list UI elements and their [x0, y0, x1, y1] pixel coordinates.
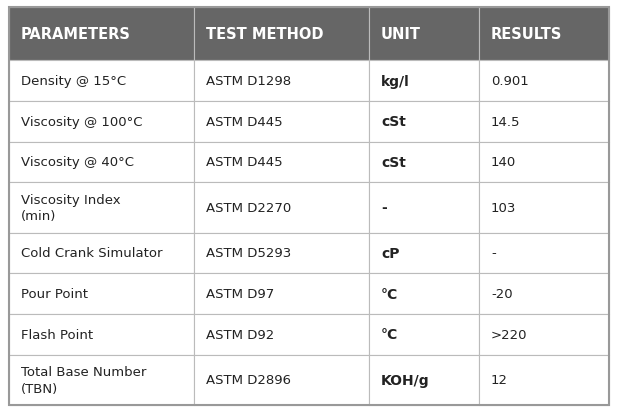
Bar: [479, 183, 609, 233]
Text: 12: 12: [491, 373, 508, 387]
Bar: [479, 233, 609, 274]
Bar: [194, 314, 369, 355]
Bar: [479, 61, 609, 102]
Bar: [194, 61, 369, 102]
Text: UNIT: UNIT: [381, 27, 421, 42]
Bar: [369, 183, 479, 233]
Bar: [9, 274, 194, 314]
Text: -: -: [491, 247, 496, 260]
Bar: [369, 274, 479, 314]
Bar: [369, 61, 479, 102]
Bar: [479, 102, 609, 142]
Text: Pour Point: Pour Point: [21, 287, 88, 300]
Text: 0.901: 0.901: [491, 75, 529, 88]
Text: kg/l: kg/l: [381, 74, 410, 88]
Text: °C: °C: [381, 287, 398, 301]
Bar: [194, 233, 369, 274]
Text: cSt: cSt: [381, 115, 406, 129]
Bar: [479, 274, 609, 314]
Text: RESULTS: RESULTS: [491, 27, 562, 42]
Text: Viscosity Index
(min): Viscosity Index (min): [21, 193, 121, 223]
Text: PARAMETERS: PARAMETERS: [21, 27, 131, 42]
Text: Flash Point: Flash Point: [21, 328, 93, 341]
Text: Total Base Number
(TBN): Total Base Number (TBN): [21, 365, 146, 394]
Bar: [369, 8, 479, 61]
Bar: [9, 8, 194, 61]
Bar: [9, 102, 194, 142]
Text: cSt: cSt: [381, 156, 406, 169]
Text: 14.5: 14.5: [491, 116, 520, 128]
Bar: [369, 102, 479, 142]
Bar: [9, 355, 194, 405]
Text: ASTM D97: ASTM D97: [206, 287, 274, 300]
Bar: [194, 142, 369, 183]
Text: ASTM D445: ASTM D445: [206, 156, 282, 169]
Bar: [194, 102, 369, 142]
Text: TEST METHOD: TEST METHOD: [206, 27, 323, 42]
Text: cP: cP: [381, 247, 399, 260]
Bar: [9, 142, 194, 183]
Text: ASTM D1298: ASTM D1298: [206, 75, 291, 88]
Bar: [194, 8, 369, 61]
Bar: [9, 233, 194, 274]
Bar: [194, 355, 369, 405]
Bar: [369, 314, 479, 355]
Text: °C: °C: [381, 328, 398, 342]
Bar: [9, 183, 194, 233]
Text: >220: >220: [491, 328, 528, 341]
Text: 103: 103: [491, 202, 517, 214]
Text: Viscosity @ 40°C: Viscosity @ 40°C: [21, 156, 134, 169]
Bar: [194, 183, 369, 233]
Bar: [9, 314, 194, 355]
Bar: [479, 314, 609, 355]
Text: ASTM D2896: ASTM D2896: [206, 373, 291, 387]
Bar: [479, 355, 609, 405]
Bar: [479, 142, 609, 183]
Bar: [369, 355, 479, 405]
Text: Cold Crank Simulator: Cold Crank Simulator: [21, 247, 163, 260]
Text: -20: -20: [491, 287, 512, 300]
Text: Density @ 15°C: Density @ 15°C: [21, 75, 126, 88]
Text: ASTM D2270: ASTM D2270: [206, 202, 291, 214]
Text: KOH/g: KOH/g: [381, 373, 430, 387]
Bar: [9, 61, 194, 102]
Text: ASTM D92: ASTM D92: [206, 328, 274, 341]
Text: ASTM D445: ASTM D445: [206, 116, 282, 128]
Bar: [479, 8, 609, 61]
Bar: [369, 142, 479, 183]
Text: Viscosity @ 100°C: Viscosity @ 100°C: [21, 116, 143, 128]
Text: 140: 140: [491, 156, 516, 169]
Text: ASTM D5293: ASTM D5293: [206, 247, 291, 260]
Bar: [194, 274, 369, 314]
Text: -: -: [381, 201, 387, 215]
Bar: [369, 233, 479, 274]
